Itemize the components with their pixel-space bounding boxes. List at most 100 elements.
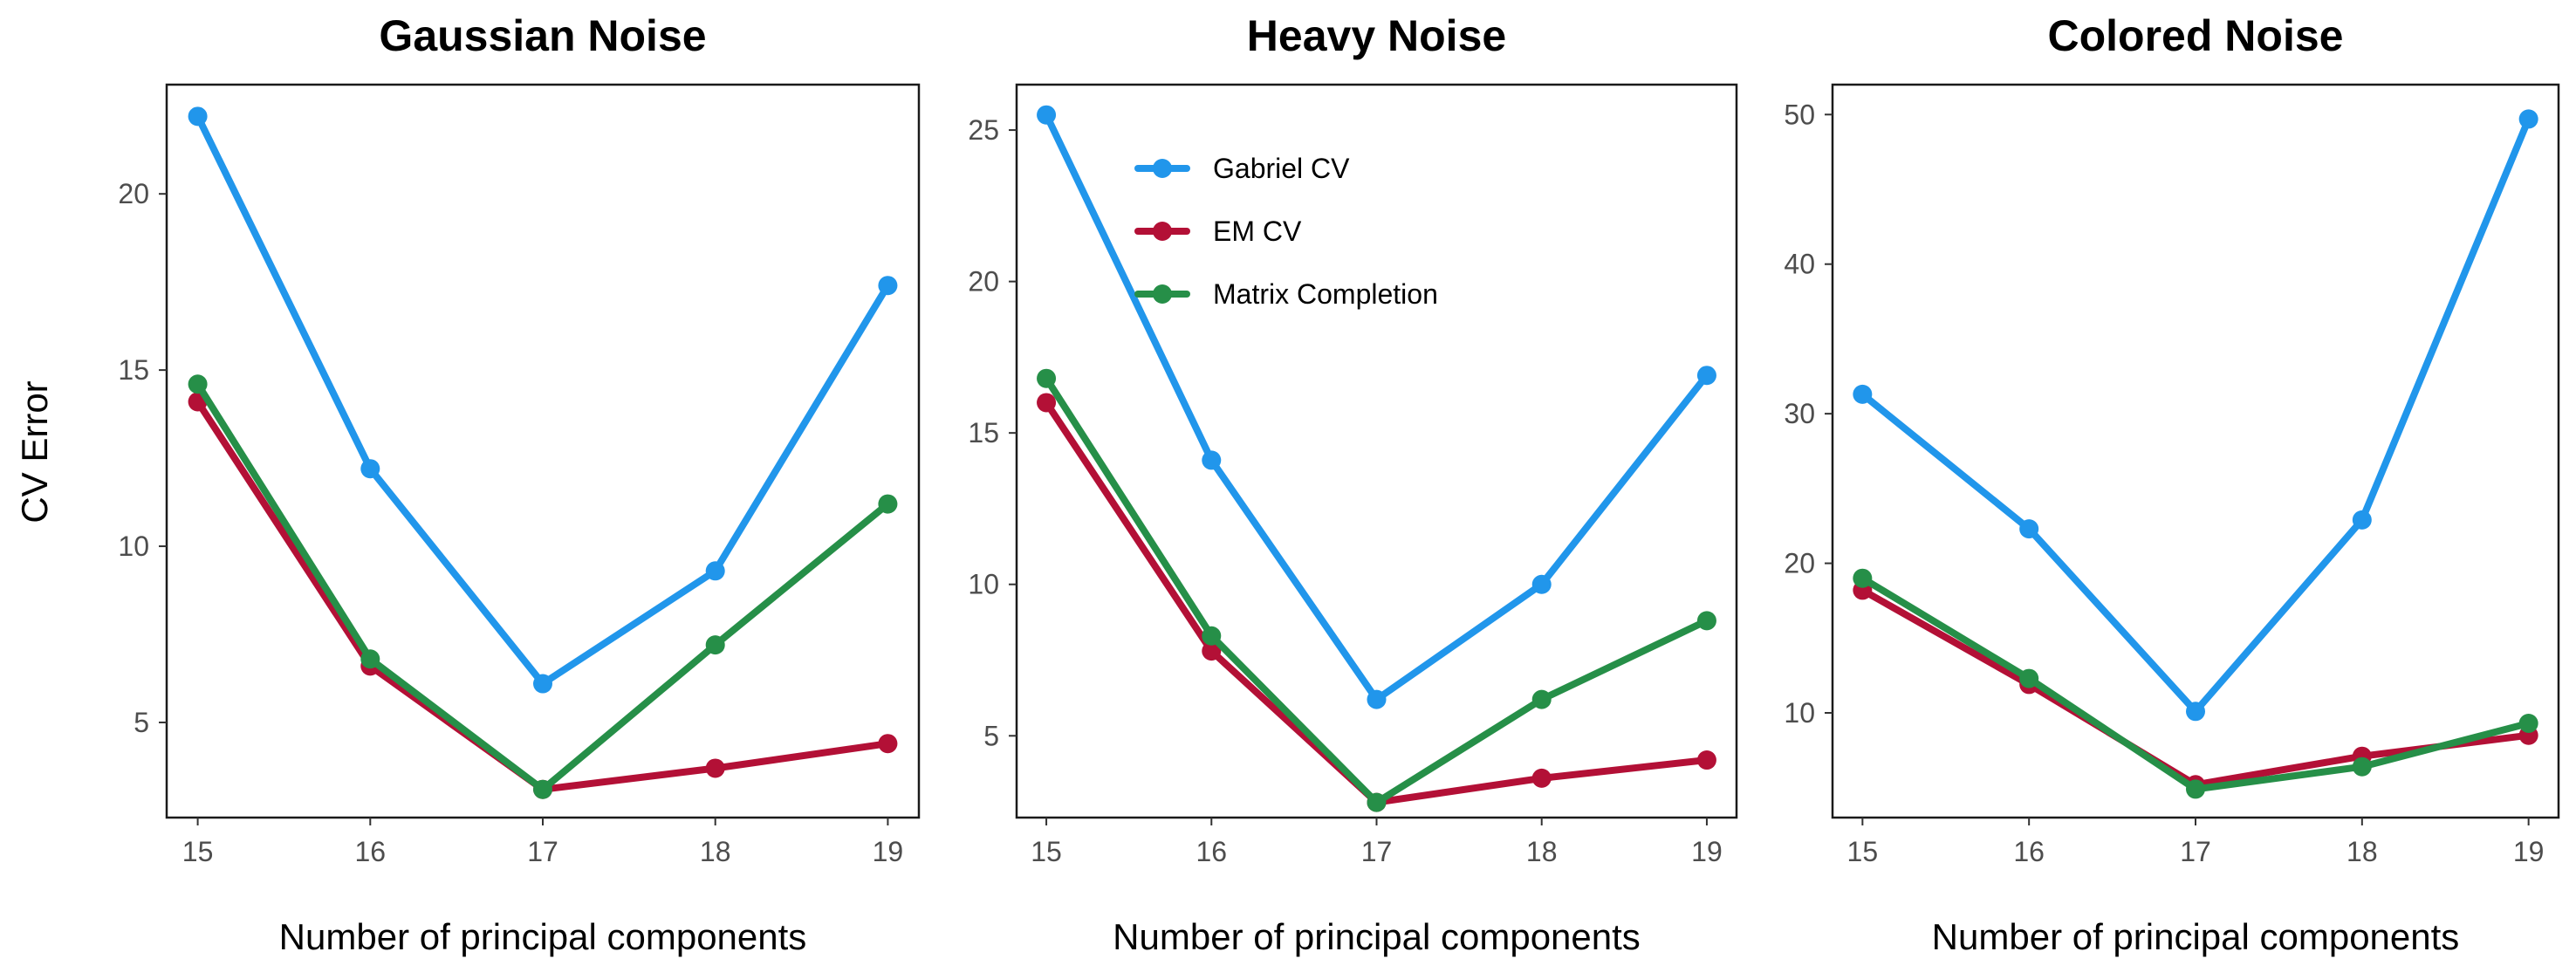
data-point — [1037, 393, 1057, 413]
y-tick-label: 50 — [1784, 99, 1815, 130]
data-point — [1037, 105, 1057, 125]
x-axis-label: Number of principal components — [279, 916, 807, 957]
y-tick-label: 10 — [968, 569, 999, 600]
data-point — [2186, 779, 2205, 799]
data-point — [1367, 792, 1387, 812]
x-axis-label: Number of principal components — [1932, 916, 2460, 957]
data-point — [360, 459, 380, 479]
y-tick-label: 20 — [1784, 548, 1815, 579]
x-tick-label: 17 — [527, 836, 558, 867]
data-point — [2186, 702, 2205, 722]
x-tick-label: 16 — [1196, 836, 1227, 867]
x-tick-label: 17 — [2180, 836, 2211, 867]
data-point — [878, 494, 898, 514]
legend-swatch-point — [1153, 159, 1172, 178]
data-point — [1202, 626, 1222, 646]
legend-entry: EM CV — [1134, 216, 1302, 247]
data-point — [1853, 384, 1873, 404]
series-matrix-completion — [1037, 368, 1716, 812]
data-point — [1531, 768, 1552, 788]
legend-swatch-point — [1153, 284, 1172, 304]
data-point — [1531, 574, 1552, 594]
series-line — [1043, 399, 1710, 806]
series-matrix-completion — [188, 374, 898, 799]
panel-2: Heavy Noise 5 10 15 20 25 15 16 17 18 19 Number of … — [968, 11, 1738, 957]
x-tick-label: 18 — [2346, 836, 2378, 867]
series-gabriel-cv — [188, 106, 898, 694]
data-point — [2352, 756, 2372, 777]
data-point — [1202, 641, 1222, 661]
legend-swatch-point — [1153, 222, 1172, 241]
data-point — [705, 561, 725, 581]
data-point — [1853, 568, 1873, 588]
data-point — [2019, 668, 2039, 688]
chart-title: Colored Noise — [2048, 11, 2344, 60]
data-point — [2019, 519, 2039, 539]
x-tick-label: 19 — [1691, 836, 1723, 867]
data-point — [360, 649, 380, 669]
data-point — [533, 779, 552, 799]
chart-title: Gaussian Noise — [379, 11, 706, 60]
data-point — [2518, 714, 2538, 733]
data-point — [1367, 689, 1387, 709]
y-tick-label: 20 — [118, 178, 149, 209]
x-axis-label: Number of principal components — [1113, 916, 1641, 957]
series-line — [194, 113, 892, 688]
y-tick-label: 5 — [134, 707, 149, 738]
series-matrix-completion — [1853, 568, 2538, 799]
y-tick-label: 15 — [968, 417, 999, 448]
legend: Gabriel CV EM CV Matrix Completion — [1134, 153, 1438, 310]
panel-1: Gaussian Noise 5 10 15 20 15 16 17 18 19 Number of… — [118, 11, 921, 957]
data-point — [1531, 689, 1552, 709]
series-line — [1859, 574, 2532, 793]
y-tick-label: 40 — [1784, 249, 1815, 280]
legend-label: Matrix Completion — [1213, 278, 1438, 310]
legend-entry: Matrix Completion — [1134, 278, 1438, 310]
chart-title: Heavy Noise — [1247, 11, 1506, 60]
x-tick-label: 17 — [1361, 836, 1393, 867]
x-tick-label: 16 — [2013, 836, 2045, 867]
series-line — [1043, 374, 1710, 806]
series-em-cv — [1853, 580, 2538, 795]
y-axis-label: CV Error — [14, 380, 55, 523]
x-tick-label: 16 — [354, 836, 386, 867]
panel-3: Colored Noise 10 20 30 40 50 15 16 17 18 19 Number … — [1784, 11, 2560, 957]
data-point — [2352, 510, 2372, 530]
y-tick-label: 30 — [1784, 398, 1815, 429]
x-tick-label: 15 — [182, 836, 214, 867]
x-tick-label: 18 — [700, 836, 731, 867]
series-line — [1859, 115, 2532, 715]
x-tick-label: 19 — [873, 836, 904, 867]
x-tick-label: 15 — [1847, 836, 1879, 867]
y-tick-label: 10 — [1784, 697, 1815, 729]
y-tick-label: 10 — [118, 531, 149, 562]
x-tick-label: 19 — [2513, 836, 2545, 867]
series-line — [1043, 111, 1710, 703]
series-em-cv — [1037, 393, 1716, 812]
series-line — [1859, 586, 2532, 789]
data-point — [705, 758, 725, 778]
series-em-cv — [188, 392, 898, 799]
data-point — [878, 734, 898, 754]
series-gabriel-cv — [1037, 105, 1716, 709]
chart-panels: Gaussian Noise 5 10 15 20 15 16 17 18 19 Number of… — [118, 11, 2560, 957]
plot-frame — [165, 83, 921, 819]
data-point — [2518, 109, 2538, 129]
x-tick-label: 15 — [1031, 836, 1062, 867]
series-line — [194, 380, 892, 793]
y-tick-label: 5 — [983, 720, 999, 751]
y-tick-label: 20 — [968, 266, 999, 298]
data-point — [1696, 750, 1716, 770]
legend-label: EM CV — [1213, 216, 1302, 247]
x-tick-label: 18 — [1526, 836, 1558, 867]
data-point — [1696, 611, 1716, 631]
data-point — [533, 674, 552, 694]
data-point — [705, 635, 725, 655]
data-point — [188, 374, 208, 394]
data-point — [1696, 366, 1716, 386]
legend-entry: Gabriel CV — [1134, 153, 1350, 184]
data-point — [1037, 368, 1057, 388]
y-tick-label: 15 — [118, 354, 149, 386]
data-point — [878, 276, 898, 296]
